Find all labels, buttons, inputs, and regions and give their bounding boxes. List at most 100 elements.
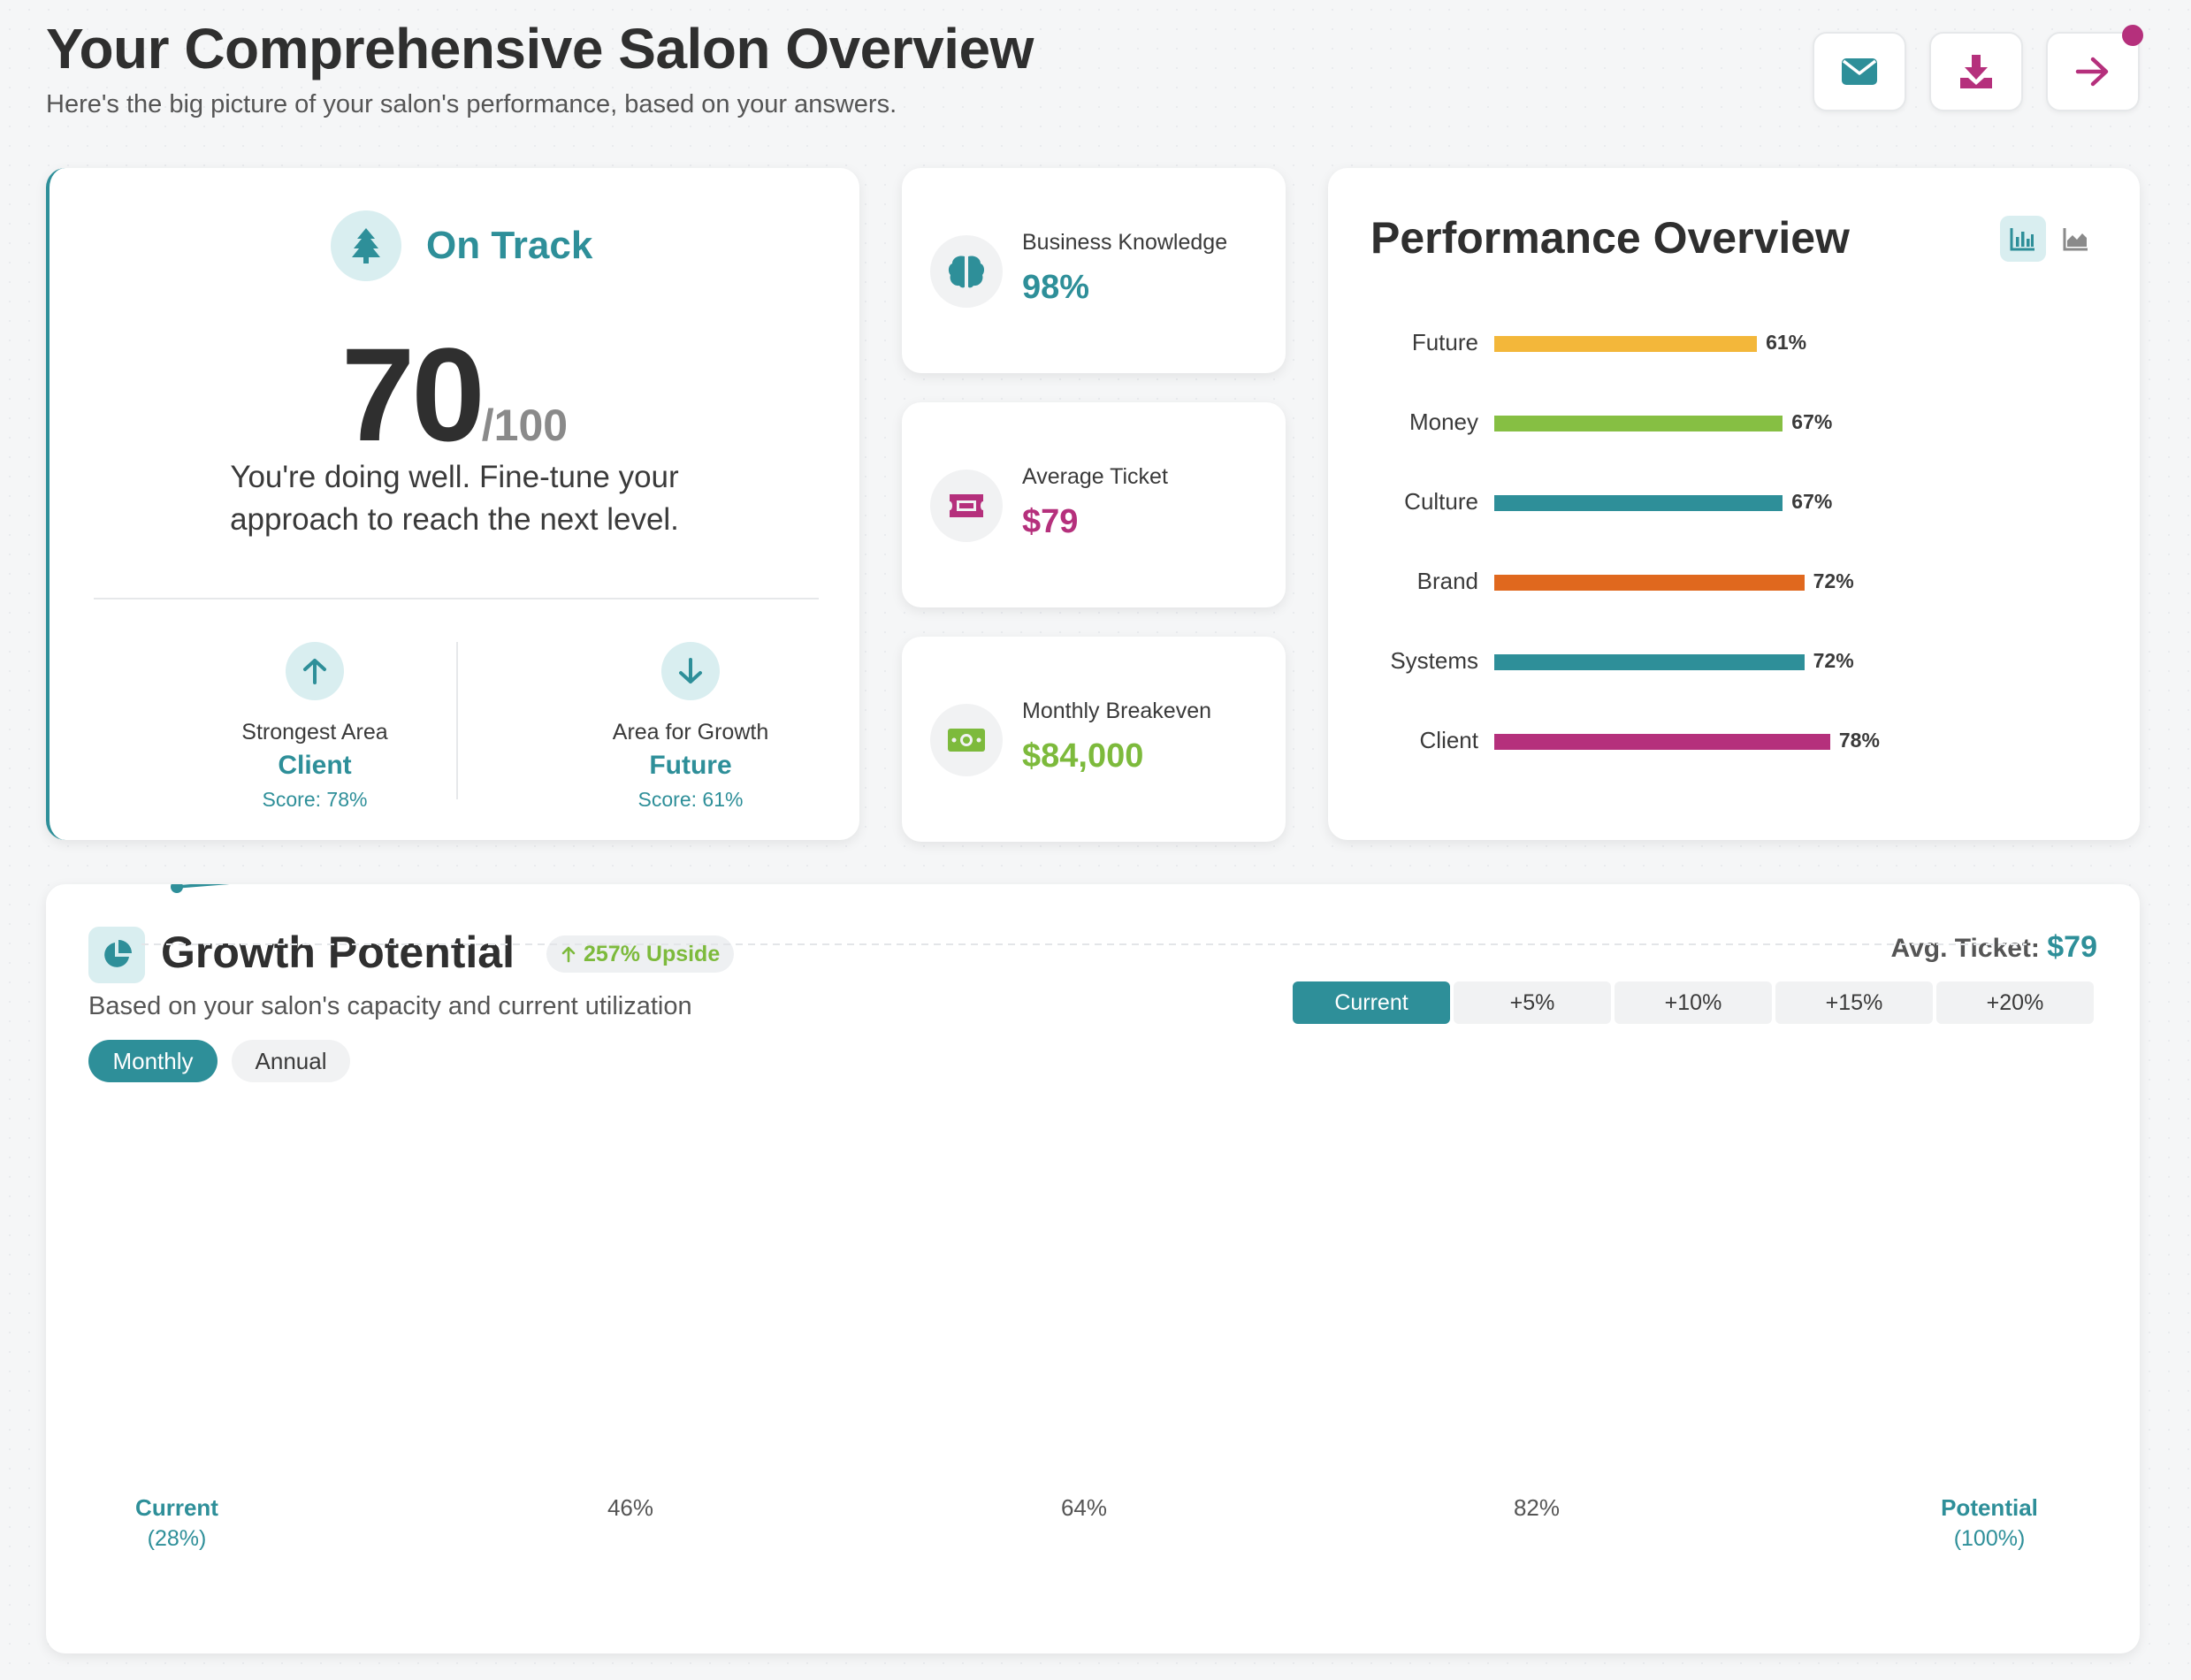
metric-card-business-knowledge: Business Knowledge 98%: [902, 168, 1286, 373]
bar-label: Future: [1411, 329, 1478, 355]
bar-chart-toggle[interactable]: [2000, 216, 2046, 262]
scenario-plus20-button[interactable]: +20%: [1936, 981, 2094, 1024]
envelope-icon: [1842, 58, 1877, 85]
growth-subtitle: Based on your salon's capacity and curre…: [88, 992, 692, 1020]
performance-bar-row: Future 61%: [1328, 325, 2140, 361]
bar: [1494, 495, 1783, 511]
download-button[interactable]: [1929, 32, 2023, 111]
arrow-right-icon: [2075, 57, 2109, 87]
scenario-selector: Current +5% +10% +15% +20%: [1293, 981, 2094, 1024]
upside-badge: 257% Upside: [546, 935, 735, 973]
bar-value-label: 78%: [1838, 729, 1880, 752]
bar-value-label: 72%: [1813, 569, 1854, 592]
growth-line: [176, 884, 230, 889]
growth-line-chart: $78,905$129,630$180,355$231,079$281,804 …: [135, 884, 2038, 1551]
arrow-up-icon-wrap: [286, 642, 344, 700]
metric-label: Monthly Breakeven: [1022, 699, 1212, 723]
performance-bar-row: Money 67%: [1328, 405, 2140, 440]
metric-icon-wrap: [930, 470, 1003, 542]
metric-value: $79: [1022, 503, 1079, 540]
strongest-area-score: Score: 78%: [262, 788, 368, 811]
score-value: 70: [340, 320, 485, 469]
strongest-area-value: Client: [278, 751, 352, 780]
status-label: On Track: [426, 224, 593, 267]
score-display: 70/100: [50, 318, 859, 471]
period-annual-button[interactable]: Annual: [232, 1040, 350, 1082]
x-tick-sublabel: (100%): [1954, 1526, 2026, 1551]
avg-ticket-label: Avg. Ticket:: [1890, 934, 2040, 963]
x-tick-label: Current: [135, 1494, 218, 1521]
money-icon: [948, 729, 985, 752]
bar: [1494, 654, 1805, 670]
bar-value-label: 67%: [1791, 410, 1833, 433]
bar: [1494, 336, 1758, 352]
bar-label: Client: [1419, 727, 1478, 753]
bar: [1494, 416, 1783, 431]
growth-potential-card: Growth Potential 257% Upside Based on yo…: [46, 884, 2140, 1653]
performance-bar-row: Systems 72%: [1328, 644, 2140, 679]
divider: [94, 598, 819, 599]
next-button[interactable]: [2046, 32, 2140, 111]
avg-ticket-value: $79: [2047, 930, 2097, 964]
growth-area-value: Future: [649, 751, 732, 780]
arrow-down-icon-wrap: [661, 642, 720, 700]
score-message-text: You're doing well. Fine-tune your approa…: [230, 460, 679, 537]
scenario-plus5-button[interactable]: +5%: [1454, 981, 1611, 1024]
bar-value-label: 67%: [1791, 490, 1833, 513]
bar-label: Money: [1408, 409, 1478, 435]
bar-label: Culture: [1404, 488, 1478, 515]
score-message: You're doing well. Fine-tune your approa…: [50, 456, 859, 541]
metric-card-average-ticket: Average Ticket $79: [902, 402, 1286, 607]
score-max: /100: [481, 401, 569, 450]
scenario-plus15-button[interactable]: +15%: [1775, 981, 1933, 1024]
download-icon: [1960, 55, 1992, 88]
metric-value: $84,000: [1022, 737, 1144, 775]
brain-icon: [948, 256, 985, 288]
metric-value: 98%: [1022, 269, 1090, 306]
page-subtitle: Here's the big picture of your salon's p…: [46, 90, 897, 118]
x-tick-label: 46%: [607, 1494, 653, 1521]
metric-icon-wrap: [930, 235, 1003, 308]
pie-chart-icon: [104, 940, 132, 967]
performance-bar-row: Culture 67%: [1328, 485, 2140, 520]
area-chart-toggle[interactable]: [2053, 216, 2099, 262]
page-title: Your Comprehensive Salon Overview: [46, 17, 1034, 80]
growth-icon-wrap: [88, 927, 145, 983]
score-card: On Track 70/100 You're doing well. Fine-…: [46, 168, 859, 840]
status-header: On Track: [331, 210, 592, 281]
scenario-current-button[interactable]: Current: [1293, 981, 1450, 1024]
bar: [1494, 734, 1830, 750]
tree-icon: [352, 228, 380, 263]
upside-text: 257% Upside: [584, 941, 721, 966]
bar-value-label: 72%: [1813, 649, 1854, 672]
x-tick-label: 82%: [1514, 1494, 1560, 1521]
metric-icon-wrap: [930, 704, 1003, 776]
arrow-up-icon: [561, 946, 576, 963]
metric-label: Business Knowledge: [1022, 230, 1228, 255]
ticket-icon: [950, 494, 983, 517]
x-tick-label: 64%: [1061, 1494, 1107, 1521]
performance-title: Performance Overview: [1370, 213, 1850, 263]
divider: [456, 642, 458, 799]
x-tick-label: Potential: [1941, 1494, 2038, 1521]
email-button[interactable]: [1813, 32, 1906, 111]
growth-area-label: Area for Growth: [612, 720, 769, 745]
metric-card-monthly-breakeven: Monthly Breakeven $84,000: [902, 637, 1286, 842]
growth-area: Area for Growth Future Score: 61%: [558, 642, 823, 812]
bar: [1494, 575, 1805, 591]
period-monthly-button[interactable]: Monthly: [88, 1040, 218, 1082]
bar-chart-icon: [2010, 228, 2034, 251]
arrow-down-icon: [679, 658, 702, 683]
performance-bar-row: Brand 72%: [1328, 564, 2140, 599]
bar-value-label: 61%: [1766, 331, 1807, 354]
arrow-up-icon: [303, 659, 326, 684]
scenario-plus10-button[interactable]: +10%: [1615, 981, 1772, 1024]
bar-label: Systems: [1390, 647, 1478, 674]
growth-title: Growth Potential: [161, 928, 515, 977]
notification-dot: [2122, 25, 2143, 46]
data-point[interactable]: [171, 884, 183, 893]
strongest-area-label: Strongest Area: [241, 720, 388, 745]
performance-bar-row: Client 78%: [1328, 723, 2140, 759]
growth-area-score: Score: 61%: [637, 788, 744, 811]
bar-label: Brand: [1416, 568, 1478, 594]
